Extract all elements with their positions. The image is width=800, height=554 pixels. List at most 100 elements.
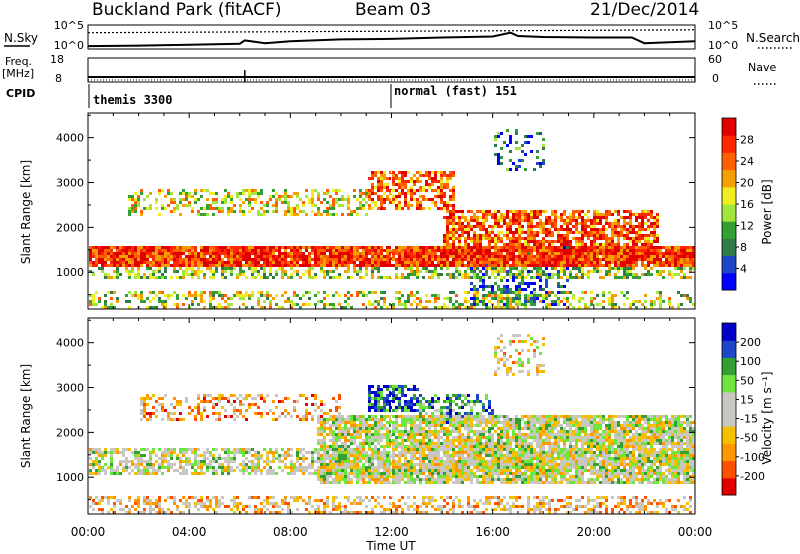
data-cell bbox=[179, 201, 182, 204]
data-cell bbox=[338, 258, 341, 261]
data-cell bbox=[92, 300, 95, 303]
data-cell bbox=[155, 460, 158, 463]
data-cell bbox=[416, 171, 419, 174]
data-cell bbox=[470, 306, 473, 309]
data-cell bbox=[230, 415, 233, 418]
data-cell bbox=[443, 216, 446, 219]
data-cell bbox=[329, 195, 332, 198]
data-cell bbox=[401, 183, 404, 186]
data-cell bbox=[380, 252, 383, 255]
data-cell bbox=[332, 306, 335, 309]
data-cell bbox=[530, 246, 533, 249]
data-cell bbox=[254, 457, 257, 460]
data-cell bbox=[596, 255, 599, 258]
data-cell bbox=[593, 249, 596, 252]
data-cell bbox=[251, 261, 254, 264]
data-cell bbox=[311, 204, 314, 207]
data-cell bbox=[230, 267, 233, 270]
data-cell bbox=[437, 294, 440, 297]
data-cell bbox=[491, 270, 494, 273]
data-cell bbox=[287, 246, 290, 249]
data-cell bbox=[458, 258, 461, 261]
data-cell bbox=[626, 276, 629, 279]
data-cell bbox=[329, 469, 332, 472]
data-cell bbox=[272, 454, 275, 457]
data-cell bbox=[236, 409, 239, 412]
data-cell bbox=[221, 246, 224, 249]
data-cell bbox=[125, 463, 128, 466]
data-cell bbox=[230, 210, 233, 213]
data-cell bbox=[149, 246, 152, 249]
data-cell bbox=[482, 237, 485, 240]
data-cell bbox=[458, 219, 461, 222]
data-cell bbox=[149, 192, 152, 195]
data-cell bbox=[338, 246, 341, 249]
data-cell bbox=[494, 258, 497, 261]
data-cell bbox=[200, 400, 203, 403]
data-cell bbox=[152, 469, 155, 472]
data-cell bbox=[182, 261, 185, 264]
data-cell bbox=[689, 261, 692, 264]
data-cell bbox=[308, 276, 311, 279]
data-cell bbox=[407, 294, 410, 297]
data-cell bbox=[290, 210, 293, 213]
data-cell bbox=[209, 505, 212, 508]
data-cell bbox=[326, 412, 329, 415]
data-cell bbox=[536, 132, 539, 135]
data-cell bbox=[314, 213, 317, 216]
data-cell bbox=[110, 258, 113, 261]
data-cell bbox=[215, 198, 218, 201]
data-cell bbox=[404, 300, 407, 303]
data-cell bbox=[563, 267, 566, 270]
data-cell bbox=[89, 246, 92, 249]
data-cell bbox=[308, 258, 311, 261]
data-cell bbox=[239, 400, 242, 403]
data-cell bbox=[158, 258, 161, 261]
data-cell bbox=[494, 306, 497, 309]
data-cell bbox=[194, 246, 197, 249]
data-cell bbox=[434, 300, 437, 303]
data-cell bbox=[563, 285, 566, 288]
data-cell bbox=[413, 252, 416, 255]
data-cell bbox=[278, 415, 281, 418]
data-cell bbox=[308, 463, 311, 466]
data-cell bbox=[299, 255, 302, 258]
data-cell bbox=[548, 303, 551, 306]
data-cell bbox=[425, 189, 428, 192]
data-cell bbox=[197, 460, 200, 463]
data-cell bbox=[539, 252, 542, 255]
data-cell bbox=[170, 448, 173, 451]
data-cell bbox=[155, 502, 158, 505]
data-cell bbox=[170, 246, 173, 249]
data-cell bbox=[671, 264, 674, 267]
data-cell bbox=[242, 273, 245, 276]
data-cell bbox=[374, 264, 377, 267]
data-cell bbox=[680, 246, 683, 249]
data-cell bbox=[302, 204, 305, 207]
data-cell bbox=[677, 255, 680, 258]
data-cell bbox=[548, 234, 551, 237]
data-cell bbox=[251, 207, 254, 210]
data-cell bbox=[203, 397, 206, 400]
data-cell bbox=[215, 448, 218, 451]
data-cell bbox=[638, 237, 641, 240]
data-cell bbox=[488, 249, 491, 252]
data-cell bbox=[242, 246, 245, 249]
data-cell bbox=[227, 472, 230, 475]
data-cell bbox=[569, 273, 572, 276]
data-cell bbox=[485, 255, 488, 258]
data-cell bbox=[638, 228, 641, 231]
data-cell bbox=[506, 306, 509, 309]
data-cell bbox=[497, 300, 500, 303]
data-cell bbox=[461, 225, 464, 228]
data-cell bbox=[335, 481, 338, 484]
data-cell bbox=[680, 270, 683, 273]
data-cell bbox=[134, 255, 137, 258]
data-cell bbox=[422, 249, 425, 252]
data-cell bbox=[407, 300, 410, 303]
data-cell bbox=[284, 291, 287, 294]
data-cell bbox=[221, 210, 224, 213]
data-cell bbox=[620, 276, 623, 279]
data-cell bbox=[266, 255, 269, 258]
data-cell bbox=[125, 261, 128, 264]
